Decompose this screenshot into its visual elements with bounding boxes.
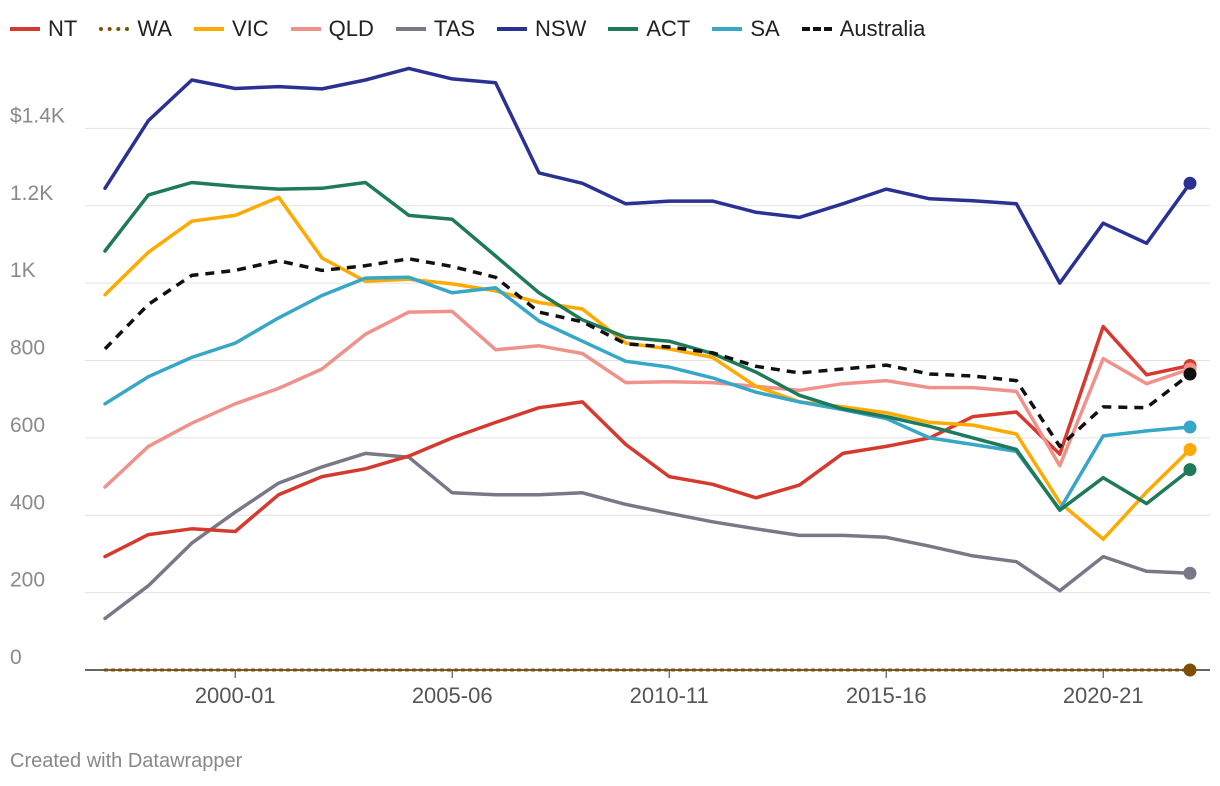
legend-label: Australia	[839, 16, 926, 41]
series-lines	[103, 66, 1192, 672]
legend-item-qld: QLD	[290, 16, 374, 42]
series-line-vic	[103, 195, 1192, 541]
series-line-australia	[103, 257, 1192, 449]
legend-label: WA	[137, 16, 172, 41]
legend-swatch	[801, 27, 832, 31]
legend-item-tas: TAS	[395, 16, 476, 42]
series-end-dot-tas	[1183, 566, 1197, 580]
y-tick-label: 400	[10, 491, 45, 514]
y-axis-ticks: 0 200 400 600 800 1K 1.2K $1.4K	[10, 104, 65, 669]
legend-item-nt: NT	[10, 16, 77, 42]
y-tick-label: $1.4K	[10, 104, 65, 127]
legend-item-act: ACT	[608, 16, 690, 42]
x-tick-label: 2020-21	[1063, 683, 1144, 708]
series-end-dot-nsw	[1183, 176, 1197, 190]
series-line-sa	[103, 275, 1192, 512]
series-line-act	[103, 180, 1192, 512]
legend-swatch	[193, 27, 224, 31]
legend-label: NT	[48, 16, 78, 41]
series-line-tas	[103, 451, 1192, 621]
legend-item-australia: Australia	[801, 16, 926, 42]
series-end-dot-australia	[1183, 367, 1197, 381]
gridlines	[85, 127, 1210, 671]
legend-label: NSW	[535, 16, 587, 41]
series-line-nt	[103, 324, 1192, 559]
legend-swatch	[497, 27, 528, 31]
series-end-dots	[1183, 176, 1197, 677]
x-tick-label: 2000-01	[195, 683, 276, 708]
series-line-qld	[103, 309, 1192, 489]
legend-swatch	[712, 27, 743, 31]
series-end-dot-act	[1183, 463, 1197, 477]
series-end-dot-sa	[1183, 420, 1197, 434]
legend-label: SA	[750, 16, 780, 41]
y-tick-label: 1K	[10, 259, 36, 282]
chart-credit: Created with Datawrapper	[10, 750, 243, 772]
x-tick-label: 2005-06	[412, 683, 493, 708]
legend-swatch	[395, 27, 426, 31]
legend-swatch	[608, 27, 639, 31]
series-end-dot-vic	[1183, 442, 1197, 456]
y-tick-label: 1.2K	[10, 182, 53, 205]
legend-swatch	[10, 27, 40, 31]
legend-label: QLD	[328, 16, 374, 41]
y-tick-label: 0	[10, 646, 22, 669]
legend-label: TAS	[433, 16, 476, 41]
legend-item-nsw: NSW	[497, 16, 586, 42]
x-tick-label: 2010-11	[630, 683, 709, 708]
series-line-nsw	[103, 66, 1192, 285]
chart-legend: NT WA VIC QLD TAS NSW ACT SA Australia	[10, 14, 947, 44]
legend-label: VIC	[231, 16, 269, 41]
legend-swatch	[99, 27, 130, 31]
legend-item-wa: WA	[99, 16, 172, 42]
legend-item-vic: VIC	[193, 16, 269, 42]
y-tick-label: 200	[10, 569, 45, 592]
legend-label: ACT	[646, 16, 691, 41]
series-end-dot-wa	[1183, 663, 1197, 677]
legend-swatch	[290, 27, 321, 31]
x-tick-label: 2015-16	[846, 683, 927, 708]
y-tick-label: 600	[10, 414, 45, 437]
legend-item-sa: SA	[712, 16, 780, 42]
y-tick-label: 800	[10, 337, 45, 360]
x-axis-ticks: 2000-01 2005-06 2010-11 2015-16 2020-21	[195, 670, 1144, 708]
